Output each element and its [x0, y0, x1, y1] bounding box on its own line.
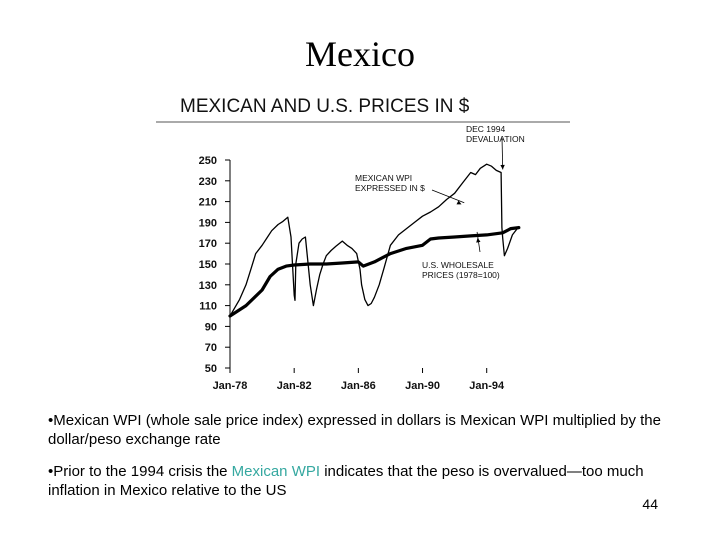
- bullet-overvaluation: •Prior to the 1994 crisis the Mexican WP…: [48, 462, 678, 500]
- chart-svg: MEXICAN AND U.S. PRICES IN $ 50 70 90 110 130…: [156, 96, 570, 392]
- y-tick-label: 190: [199, 217, 217, 229]
- y-tick-label: 70: [205, 342, 217, 354]
- slide-title: Mexico: [305, 34, 415, 74]
- x-tick-label: Jan-86: [341, 380, 376, 392]
- annotation-us_wholesale-label: PRICES (1978=100): [422, 270, 500, 280]
- x-tick-label: Jan-82: [277, 380, 312, 392]
- annotation-dec1994-label: DEVALUATION: [466, 134, 525, 144]
- x-tick-label: Jan-94: [469, 380, 505, 392]
- bullet-2-text-start: •Prior to the 1994 crisis the: [48, 463, 232, 480]
- bullet-1-text: •Mexican WPI (whole sale price index) ex…: [48, 412, 661, 448]
- y-tick-label: 210: [199, 197, 217, 209]
- y-tick-label: 90: [205, 321, 217, 333]
- annotation-mexican_wpi-label: MEXICAN WPI: [355, 173, 412, 183]
- annotation-dec1994-leader: [501, 137, 504, 170]
- chart-title: MEXICAN AND U.S. PRICES IN $: [180, 96, 470, 117]
- y-tick-label: 110: [199, 301, 217, 313]
- annotation-mexican_wpi-label: EXPRESSED IN $: [355, 183, 425, 193]
- annotation-dec1994-arrowhead: [500, 164, 505, 170]
- slide-number: 44: [642, 496, 658, 512]
- annotation-mexican_wpi-leader: [431, 189, 465, 204]
- annotation-us_wholesale-label: U.S. WHOLESALE: [422, 260, 494, 270]
- y-tick-label: 130: [199, 280, 217, 292]
- y-tick-label: 150: [199, 259, 217, 271]
- bullet-wpi-definition: •Mexican WPI (whole sale price index) ex…: [48, 411, 678, 449]
- bullet-2-highlight: Mexican WPI: [231, 463, 321, 480]
- annotation-us_wholesale-arrowhead: [476, 237, 481, 243]
- y-tick-label: 230: [199, 176, 217, 188]
- annotation-mexican_wpi-arrowhead: [456, 200, 462, 205]
- x-tick-label: Jan-78: [213, 380, 248, 392]
- y-tick-label: 50: [205, 363, 217, 375]
- y-tick-label: 250: [199, 155, 217, 167]
- prices-chart: MEXICAN AND U.S. PRICES IN $ 50 70 90 110 130…: [150, 88, 570, 398]
- x-tick-label: Jan-90: [405, 380, 440, 392]
- bullet-2-text-end: indicates that the peso is overvalued—to…: [48, 463, 644, 499]
- y-tick-label: 170: [199, 238, 217, 250]
- annotation-dec1994-label: DEC 1994: [466, 124, 505, 134]
- us-wholesale-series-line: [228, 226, 521, 318]
